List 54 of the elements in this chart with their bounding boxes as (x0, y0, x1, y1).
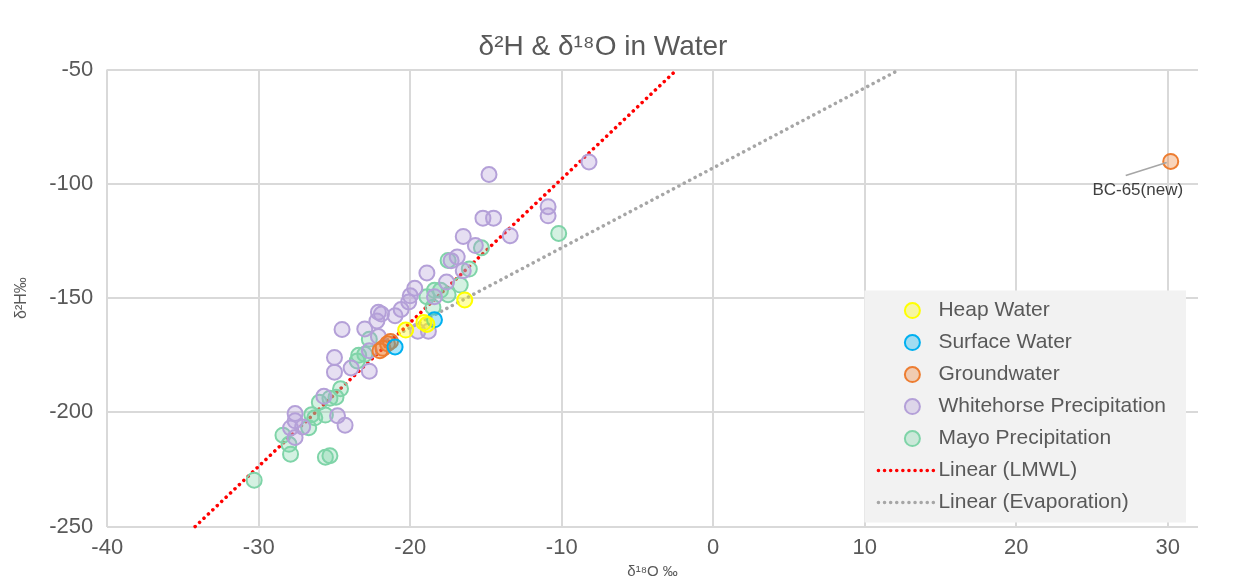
point (425, 288, 443, 306)
x-tick-label: 0 (707, 533, 720, 559)
point (286, 428, 304, 446)
x-tick-label: -30 (242, 533, 275, 559)
point (282, 445, 300, 463)
annotation: BC-65(new) (1092, 179, 1184, 199)
x-tick-label: 10 (852, 533, 877, 559)
point (360, 362, 378, 380)
point (454, 262, 472, 280)
point (356, 320, 374, 338)
y-tick-label: -250 (49, 512, 94, 538)
x-tick-label: 20 (1003, 533, 1029, 559)
x-tick-label: 30 (1155, 533, 1180, 559)
y-axis-title: δ²H‰ (12, 277, 30, 319)
point (342, 359, 360, 377)
point (466, 237, 484, 255)
legend-label: Groundwater (938, 361, 1060, 385)
y-tick-label: -200 (49, 398, 94, 424)
x-tick-label: -20 (394, 533, 427, 559)
point (245, 471, 263, 489)
x-tick-label: -10 (545, 533, 578, 559)
legend-label: Linear (Evaporation) (938, 489, 1129, 513)
point (438, 273, 456, 291)
point (454, 227, 472, 245)
point (480, 165, 498, 183)
legend-label: Linear (LMWL) (938, 457, 1078, 481)
point (333, 320, 351, 338)
x-tick-label: -40 (91, 533, 124, 559)
point (501, 227, 519, 245)
y-tick-label: -150 (49, 284, 94, 310)
point (321, 447, 339, 465)
point (456, 291, 474, 309)
point (550, 224, 568, 242)
point (325, 349, 343, 367)
legend-label: Mayo Precipitation (938, 425, 1112, 449)
x-axis-title: δ¹⁸O ‰ (627, 562, 678, 580)
point (315, 387, 333, 405)
legend-label: Whitehorse Precipitation (938, 393, 1166, 417)
point (485, 209, 503, 227)
y-tick-label: -50 (61, 55, 94, 81)
point (418, 264, 436, 282)
legend-label: Surface Water (938, 329, 1072, 353)
y-tick-label: -100 (49, 169, 94, 195)
point (1162, 152, 1180, 170)
legend-label: Heap Water (938, 297, 1050, 321)
point (368, 312, 386, 330)
point (580, 153, 598, 171)
point (397, 321, 415, 339)
chart-title: δ²H & δ¹⁸O in Water (478, 29, 728, 61)
point (386, 307, 404, 325)
point (386, 338, 404, 356)
point (325, 363, 343, 381)
point (336, 416, 354, 434)
point (539, 207, 557, 225)
